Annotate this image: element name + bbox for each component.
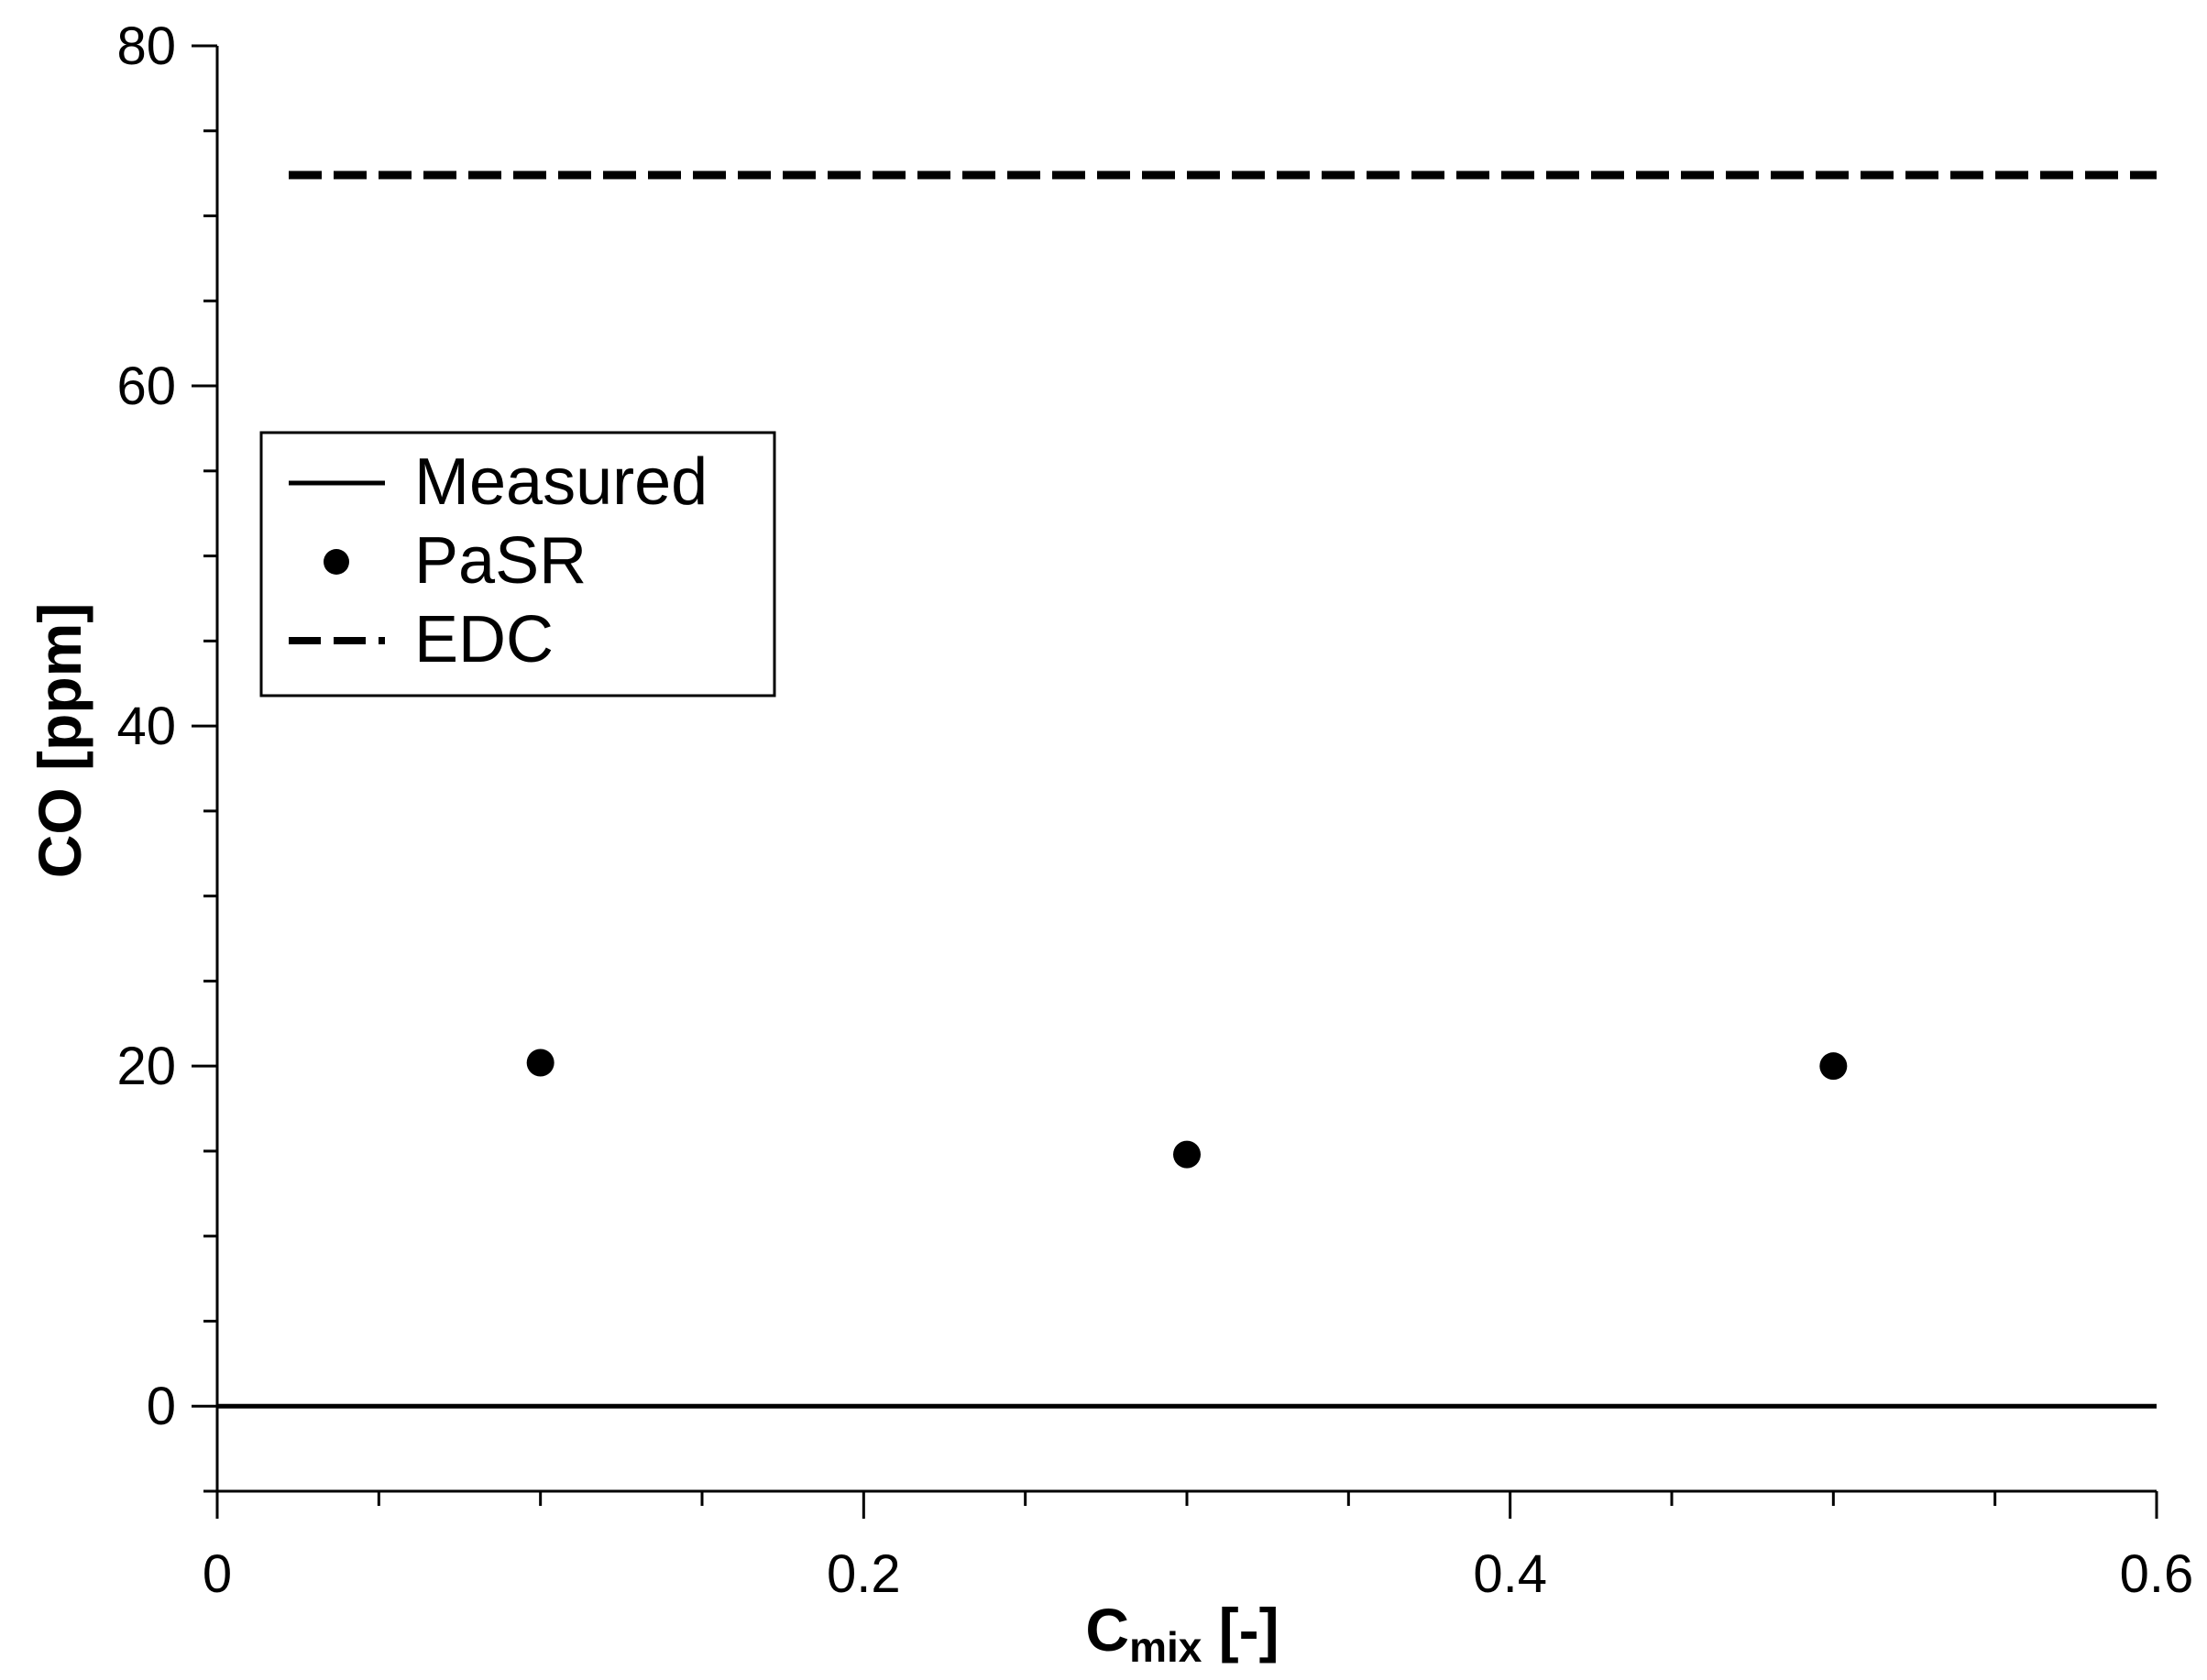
y-axis-label: CO [ppm]: [26, 603, 93, 879]
legend-pasr-label: PaSR: [414, 524, 587, 598]
y-tick-label: 60: [116, 357, 176, 416]
x-tick-label: 0.2: [827, 1544, 901, 1604]
y-tick-label: 80: [116, 16, 176, 76]
x-axis-label-main: C: [1085, 1596, 1129, 1664]
y-tick-label: 0: [147, 1377, 176, 1436]
x-axis-label-subscript: mix: [1129, 1623, 1202, 1671]
pasr-point: [1819, 1052, 1848, 1081]
x-tick-label: 0.6: [2120, 1544, 2194, 1604]
legend-pasr-marker: [324, 549, 349, 575]
axes: 0 20 40 60 80 0 0.2 0.4 0.6: [116, 16, 2193, 1604]
pasr-point: [526, 1049, 554, 1077]
legend-measured-label: Measured: [414, 445, 708, 519]
x-axis-label: Cmix [-]: [1085, 1596, 1279, 1671]
plot-area: [217, 170, 2157, 1409]
pasr-point: [1173, 1140, 1201, 1169]
legend: Measured PaSR EDC: [259, 431, 776, 697]
x-axis-label-unit: [-]: [1202, 1596, 1279, 1664]
legend-edc-label: EDC: [414, 603, 554, 676]
y-tick-label: 20: [116, 1037, 176, 1096]
y-tick-label: 40: [116, 697, 176, 756]
x-tick-label: 0.4: [1473, 1544, 1547, 1604]
x-tick-label: 0: [203, 1544, 232, 1604]
y-axis-title: CO [ppm]: [26, 603, 93, 879]
